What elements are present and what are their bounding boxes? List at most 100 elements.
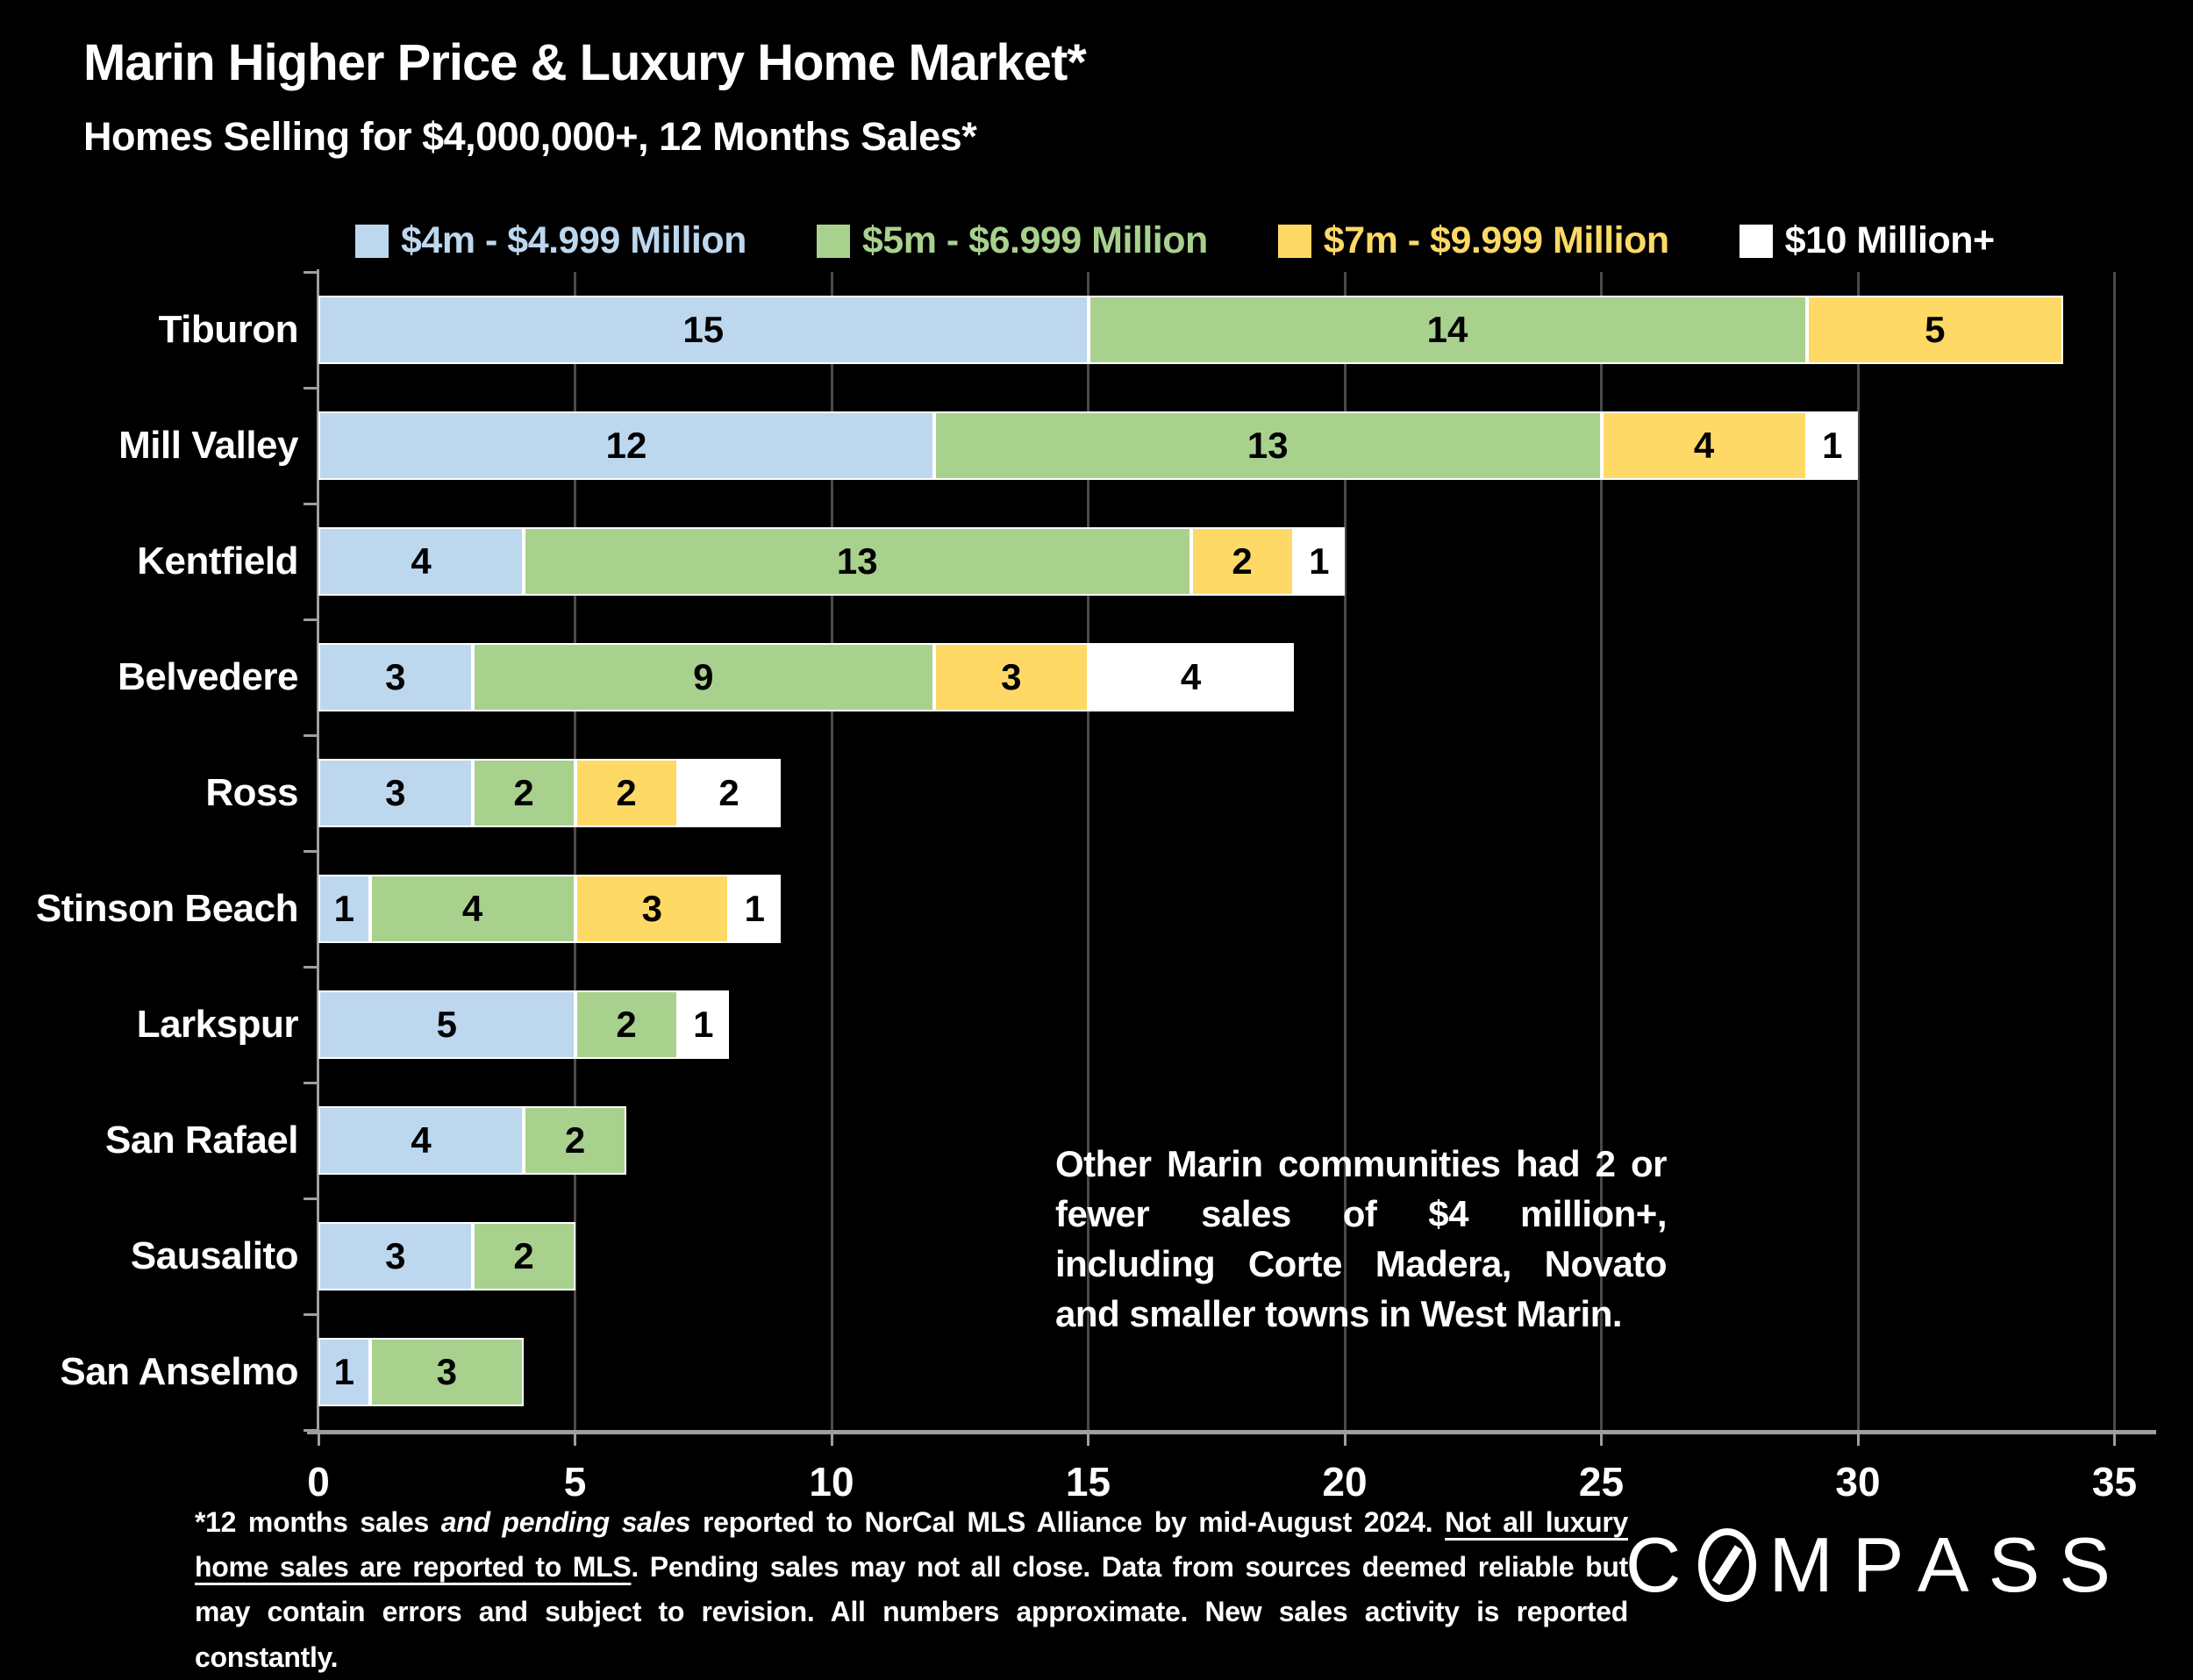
axes-layer — [304, 269, 2156, 1446]
bar-segment: 4 — [318, 527, 524, 596]
bar-row: 3 9 3 4 — [318, 643, 1294, 711]
bar-segment-value: 3 — [385, 772, 406, 813]
bar-segment: 4 — [318, 1106, 524, 1175]
bar-segment-value: 1 — [693, 1004, 714, 1045]
y-axis-tick — [304, 502, 317, 505]
bar-segment-value: 5 — [436, 1004, 457, 1045]
category-label: San Rafael — [105, 1119, 298, 1162]
bar-segment: 13 — [524, 527, 1191, 596]
footnote-segment: reported to NorCal MLS Alliance by mid-A… — [690, 1506, 1446, 1538]
footnote-segment: Not all luxury home sales are reported t… — [195, 1506, 1628, 1583]
annotation-text: Other Marin communities had 2 or fewer s… — [1055, 1143, 1668, 1335]
category-label: Tiburon — [158, 308, 299, 351]
bar-segment: 14 — [1088, 296, 1807, 364]
x-axis-tick — [1600, 1434, 1603, 1446]
legend-item: $10 Million+ — [1739, 219, 1995, 262]
y-axis-tick — [304, 1428, 317, 1432]
bar-segment: 9 — [472, 643, 934, 711]
y-axis-tick — [304, 270, 317, 274]
bar-segment-value: 1 — [333, 1351, 354, 1392]
y-axis-tick — [304, 1081, 317, 1084]
bar-segment-value: 13 — [836, 540, 878, 582]
legend-swatch — [1277, 224, 1311, 258]
bar-segment: 3 — [575, 875, 729, 943]
legend-swatch — [355, 224, 389, 258]
bar-segment: 2 — [472, 759, 575, 827]
bar-segment-value: 4 — [1693, 425, 1715, 466]
x-axis-tick-label: 20 — [1322, 1459, 1368, 1505]
bar-segment: 2 — [472, 1222, 575, 1290]
legend: $4m - $4.999 Million $5m - $6.999 Million… — [355, 219, 1995, 262]
bar-segment-value: 4 — [461, 888, 483, 929]
legend-item: $4m - $4.999 Million — [355, 219, 746, 262]
bar-row: 4 13 2 1 — [318, 527, 1345, 596]
bar-segment: 1 — [318, 875, 370, 943]
x-axis-tick — [830, 1434, 833, 1446]
bar-segment: 13 — [934, 411, 1602, 480]
category-label: Sausalito — [130, 1234, 299, 1277]
legend-label: $5m - $6.999 Million — [861, 219, 1208, 261]
y-axis-tick — [304, 733, 317, 737]
bar-row: 12 13 4 1 — [318, 411, 1858, 480]
bar-segment: 2 — [575, 759, 678, 827]
x-axis-tick — [1343, 1434, 1347, 1446]
gridlines-layer — [574, 272, 2116, 1430]
x-axis-tick-label: 10 — [809, 1459, 854, 1505]
bar-segment: 1 — [729, 875, 781, 943]
bar-segment-value: 1 — [1822, 425, 1843, 466]
bar-segment-value: 14 — [1426, 309, 1468, 350]
bar-segment-value: 1 — [333, 888, 354, 929]
bars-layer: 15 14 5 12 13 4 1 4 13 2 1 3 9 3 4 3 2 2 2 1 4 3 1 5 2 1 4 2 3 2 1 3 — [318, 296, 2063, 1406]
bar-segment-value: 2 — [616, 1004, 637, 1045]
category-label: Mill Valley — [118, 424, 298, 467]
bar-segment-value: 15 — [682, 309, 725, 350]
bar-segment: 1 — [1293, 527, 1345, 596]
y-axis-tick — [304, 849, 317, 853]
footnote-segment: and pending sales — [440, 1506, 691, 1538]
logo-letters: MPASS — [1768, 1521, 2130, 1608]
bar-segment-value: 4 — [1180, 656, 1202, 697]
gridline — [1856, 272, 1860, 1430]
legend-label: $10 Million+ — [1784, 219, 1995, 261]
bar-segment: 2 — [1190, 527, 1294, 596]
gridline — [574, 272, 576, 1430]
bar-segment-value: 3 — [1001, 656, 1022, 697]
x-axis-tick-label: 15 — [1065, 1459, 1111, 1505]
legend-label: $4m - $4.999 Million — [401, 219, 746, 261]
bar-row: 15 14 5 — [318, 296, 2063, 364]
y-axis-line — [317, 269, 319, 1430]
footnote-segment: *12 months sales — [195, 1506, 441, 1538]
logo-letter: C — [1625, 1521, 1701, 1608]
bar-segment: 5 — [1806, 296, 2063, 364]
category-label: Belvedere — [118, 655, 298, 698]
x-axis-tick-label: 0 — [307, 1459, 330, 1505]
bar-row: 1 4 3 1 — [318, 875, 781, 943]
chart-subtitle: Homes Selling for $4,000,000+, 12 Months… — [83, 114, 977, 159]
bar-segment: 3 — [318, 1222, 473, 1290]
bar-segment-value: 2 — [513, 772, 534, 813]
bar-row: 3 2 2 2 — [318, 759, 781, 827]
x-axis-tick-label: 35 — [2091, 1459, 2138, 1505]
bar-segment: 12 — [318, 411, 934, 480]
gridline — [830, 272, 833, 1430]
x-axis-line — [307, 1430, 2156, 1434]
gridline — [1600, 272, 1603, 1430]
y-axis-tick — [304, 1197, 317, 1200]
bar-segment: 2 — [524, 1106, 626, 1175]
x-tick-labels-layer: 0 5 10 15 20 25 30 35 — [307, 1459, 2138, 1505]
legend-label: $7m - $9.999 Million — [1323, 219, 1669, 261]
gridline — [2113, 272, 2116, 1430]
bar-segment: 2 — [677, 759, 781, 827]
bar-segment: 4 — [369, 875, 575, 943]
legend-swatch — [1739, 224, 1773, 258]
slide: Marin Higher Price & Luxury Home Market*… — [35, 34, 2156, 1673]
bar-row: 5 2 1 — [318, 990, 729, 1059]
bar-segment: 5 — [318, 990, 575, 1059]
bar-segment: 15 — [318, 296, 1089, 364]
y-axis-tick — [304, 965, 317, 969]
bar-segment-value: 2 — [513, 1235, 534, 1276]
bar-segment-value: 13 — [1247, 425, 1289, 466]
